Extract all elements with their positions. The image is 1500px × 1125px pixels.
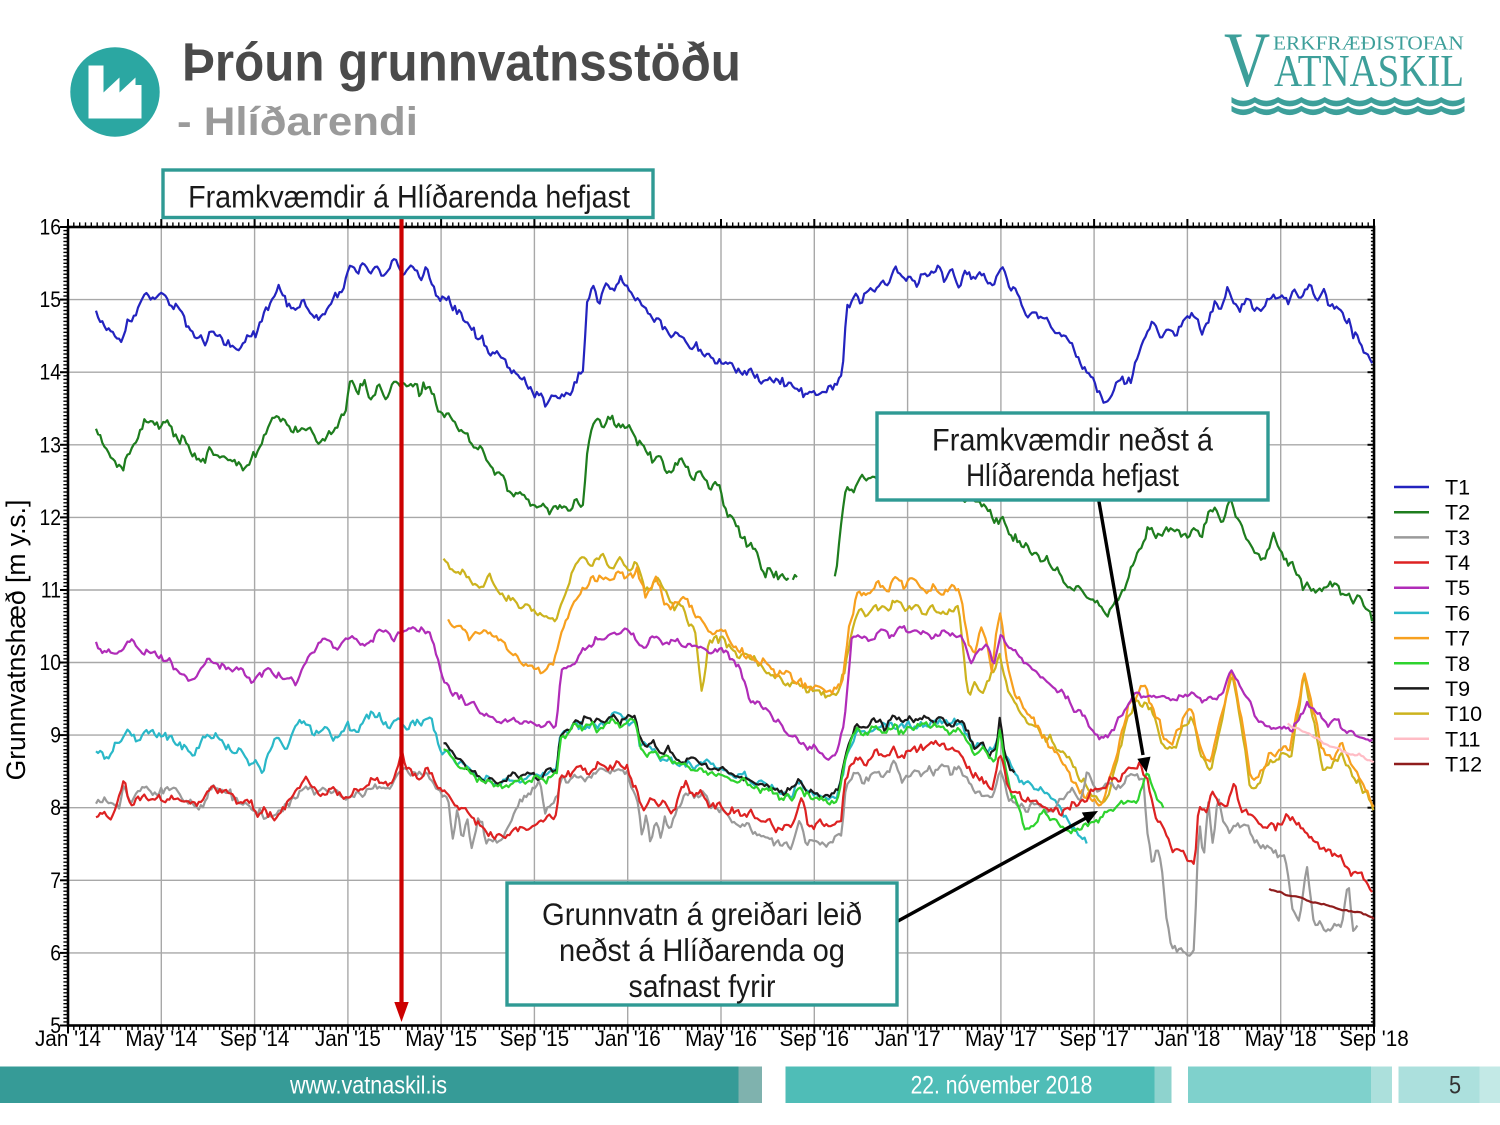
svg-text:T3: T3 [1445,526,1470,550]
svg-text:9: 9 [50,723,61,747]
svg-text:T9: T9 [1445,677,1470,701]
svg-text:22. nóvember 2018: 22. nóvember 2018 [911,1071,1093,1099]
svg-text:ATNASKIL: ATNASKIL [1274,47,1464,96]
svg-text:T6: T6 [1445,601,1470,625]
svg-text:7: 7 [50,869,61,893]
svg-text:T12: T12 [1445,753,1482,777]
svg-text:T8: T8 [1445,652,1470,676]
svg-text:T1: T1 [1445,476,1470,500]
svg-text:Jan '14: Jan '14 [35,1025,101,1051]
svg-text:May '15: May '15 [405,1025,477,1051]
svg-text:5: 5 [1449,1071,1461,1099]
svg-text:15: 15 [39,288,61,312]
svg-text:T2: T2 [1445,501,1470,525]
svg-text:Sep '16: Sep '16 [780,1025,850,1051]
svg-text:Jan '16: Jan '16 [595,1025,661,1051]
svg-text:T5: T5 [1445,576,1470,600]
svg-text:5: 5 [50,1014,61,1038]
svg-text:T4: T4 [1445,551,1470,575]
svg-text:T10: T10 [1445,702,1482,726]
svg-text:Sep '15: Sep '15 [500,1025,570,1051]
svg-text:10: 10 [39,651,61,675]
svg-text:May '17: May '17 [965,1025,1037,1051]
svg-text:Jan '15: Jan '15 [315,1025,381,1051]
svg-text:Grunnvatn á greiðari leið: Grunnvatn á greiðari leið [542,897,862,932]
svg-text:6: 6 [50,941,61,965]
svg-text:T11: T11 [1445,727,1480,751]
svg-text:V: V [1224,17,1270,103]
svg-text:neðst á Hlíðarenda og: neðst á Hlíðarenda og [559,934,845,968]
svg-text:safnast fyrir: safnast fyrir [629,970,776,1005]
svg-text:Hlíðarenda hefjast: Hlíðarenda hefjast [966,459,1179,494]
svg-text:Sep '17: Sep '17 [1059,1025,1129,1051]
svg-text:ERKFRÆÐISTOFAN: ERKFRÆÐISTOFAN [1273,33,1464,54]
svg-text:T7: T7 [1445,627,1470,651]
svg-text:www.vatnaskil.is: www.vatnaskil.is [289,1071,447,1099]
svg-text:- Hlíðarendi: - Hlíðarendi [177,99,418,144]
svg-text:Grunnvatnshæð [m y.s.]: Grunnvatnshæð [m y.s.] [1,500,31,781]
svg-text:Sep '14: Sep '14 [220,1025,290,1051]
svg-text:16: 16 [39,215,61,239]
svg-text:May '16: May '16 [685,1025,757,1051]
svg-text:Jan '17: Jan '17 [875,1025,941,1051]
svg-text:Framkvæmdir neðst á: Framkvæmdir neðst á [932,423,1213,457]
svg-text:Þróun grunnvatnsstöðu: Þróun grunnvatnsstöðu [182,31,741,92]
svg-text:11: 11 [41,578,61,602]
svg-text:12: 12 [39,506,61,530]
svg-text:Jan '18: Jan '18 [1154,1025,1220,1051]
svg-text:8: 8 [50,796,61,820]
svg-text:Sep '18: Sep '18 [1339,1025,1409,1051]
svg-text:13: 13 [39,433,61,457]
svg-text:14: 14 [39,361,61,385]
svg-text:Framkvæmdir á Hlíðarenda hefja: Framkvæmdir á Hlíðarenda hefjast [188,180,630,214]
svg-text:May '18: May '18 [1245,1025,1317,1051]
svg-text:May '14: May '14 [125,1025,197,1051]
